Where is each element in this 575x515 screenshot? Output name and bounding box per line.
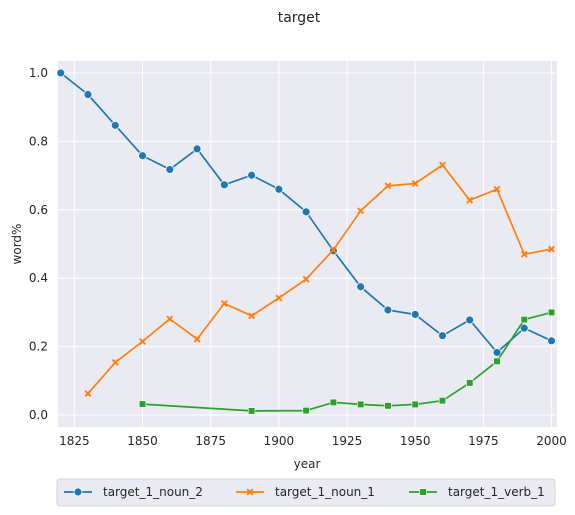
data-point: [329, 246, 337, 254]
y-tick-label: 0.2: [29, 340, 48, 354]
x-axis-label: year: [294, 457, 321, 471]
data-point: [411, 400, 419, 409]
legend-label: target_1_noun_2: [103, 485, 203, 499]
data-point: [493, 357, 501, 365]
legend-item-target_1_noun_2: target_1_noun_2: [64, 485, 203, 499]
data-point: [84, 390, 92, 397]
data-point: [411, 179, 419, 187]
data-point: [493, 185, 501, 193]
data-point: [165, 165, 175, 174]
data-point: [548, 245, 556, 253]
data-point: [547, 308, 556, 317]
data-point: [383, 305, 393, 315]
data-point: [219, 180, 229, 190]
data-point: [301, 207, 311, 217]
chart-title: target: [278, 10, 321, 26]
data-point: [193, 335, 201, 343]
plot-area: [58, 61, 557, 427]
series-line: [87, 164, 552, 395]
y-tick-label: 0.0: [29, 408, 48, 422]
y-tick-label: 0.8: [29, 134, 48, 148]
data-point: [83, 90, 93, 99]
data-point: [329, 398, 338, 406]
legend-item-target_1_verb_1: target_1_verb_1: [409, 485, 545, 499]
data-point: [192, 144, 202, 154]
x-tick-labels: 1825 1850 1875 1900 1925 1950 1975 2000: [59, 434, 567, 448]
series-target_1_verb_1: [138, 308, 556, 415]
data-point: [302, 406, 310, 415]
data-point: [110, 120, 120, 130]
data-point: [56, 68, 66, 78]
data-point: [384, 402, 392, 410]
data-point: [465, 315, 475, 325]
series-layer: [56, 68, 556, 415]
legend-item-target_1_noun_1: target_1_noun_1: [236, 485, 375, 499]
data-point: [519, 323, 529, 333]
data-point: [466, 196, 474, 204]
data-point: [520, 250, 528, 258]
x-tick-label: 1975: [468, 434, 499, 448]
y-tick-label: 0.4: [29, 271, 48, 285]
data-point: [439, 161, 446, 169]
data-point: [410, 310, 420, 319]
legend-frame: [56, 478, 556, 507]
y-tick-label: 0.6: [29, 203, 48, 217]
series-line: [142, 311, 552, 412]
data-point: [274, 184, 284, 194]
legend-label: target_1_noun_1: [275, 485, 375, 499]
data-point: [357, 400, 365, 409]
data-point: [138, 400, 147, 408]
data-point: [492, 348, 502, 357]
legend-marker: [246, 488, 254, 496]
data-point: [302, 275, 310, 283]
y-tick-labels: 0.0 0.2 0.4 0.6 0.8 1.0: [29, 66, 48, 422]
x-tick-label: 1950: [400, 434, 431, 448]
data-point: [139, 338, 147, 345]
data-point: [356, 282, 366, 292]
data-point: [384, 182, 392, 190]
data-point: [138, 151, 147, 161]
data-point: [275, 294, 283, 302]
y-tick-label: 1.0: [29, 66, 48, 80]
data-point: [438, 331, 447, 341]
x-tick-label: 1900: [264, 434, 295, 448]
legend-marker: [73, 487, 83, 497]
legend: target_1_noun_2 target_1_noun_1 target_1_v…: [56, 478, 556, 507]
data-point: [438, 397, 447, 405]
series-target_1_noun_2: [56, 68, 556, 357]
data-point: [466, 379, 474, 387]
data-point: [166, 315, 174, 323]
data-point: [520, 315, 528, 324]
data-point: [357, 207, 365, 215]
legend-label: target_1_verb_1: [448, 485, 545, 499]
series-target_1_noun_1: [84, 161, 556, 397]
x-tick-label: 2000: [536, 434, 567, 448]
legend-marker: [419, 488, 427, 496]
x-tick-label: 1875: [195, 434, 226, 448]
x-tick-label: 1825: [59, 434, 90, 448]
data-point: [247, 170, 257, 180]
y-axis-label: word%: [10, 224, 24, 265]
x-tick-label: 1925: [332, 434, 363, 448]
data-point: [547, 336, 556, 346]
data-point: [248, 312, 256, 320]
data-point: [220, 300, 228, 307]
data-point: [248, 407, 256, 415]
x-tick-label: 1850: [127, 434, 158, 448]
data-point: [111, 358, 119, 366]
